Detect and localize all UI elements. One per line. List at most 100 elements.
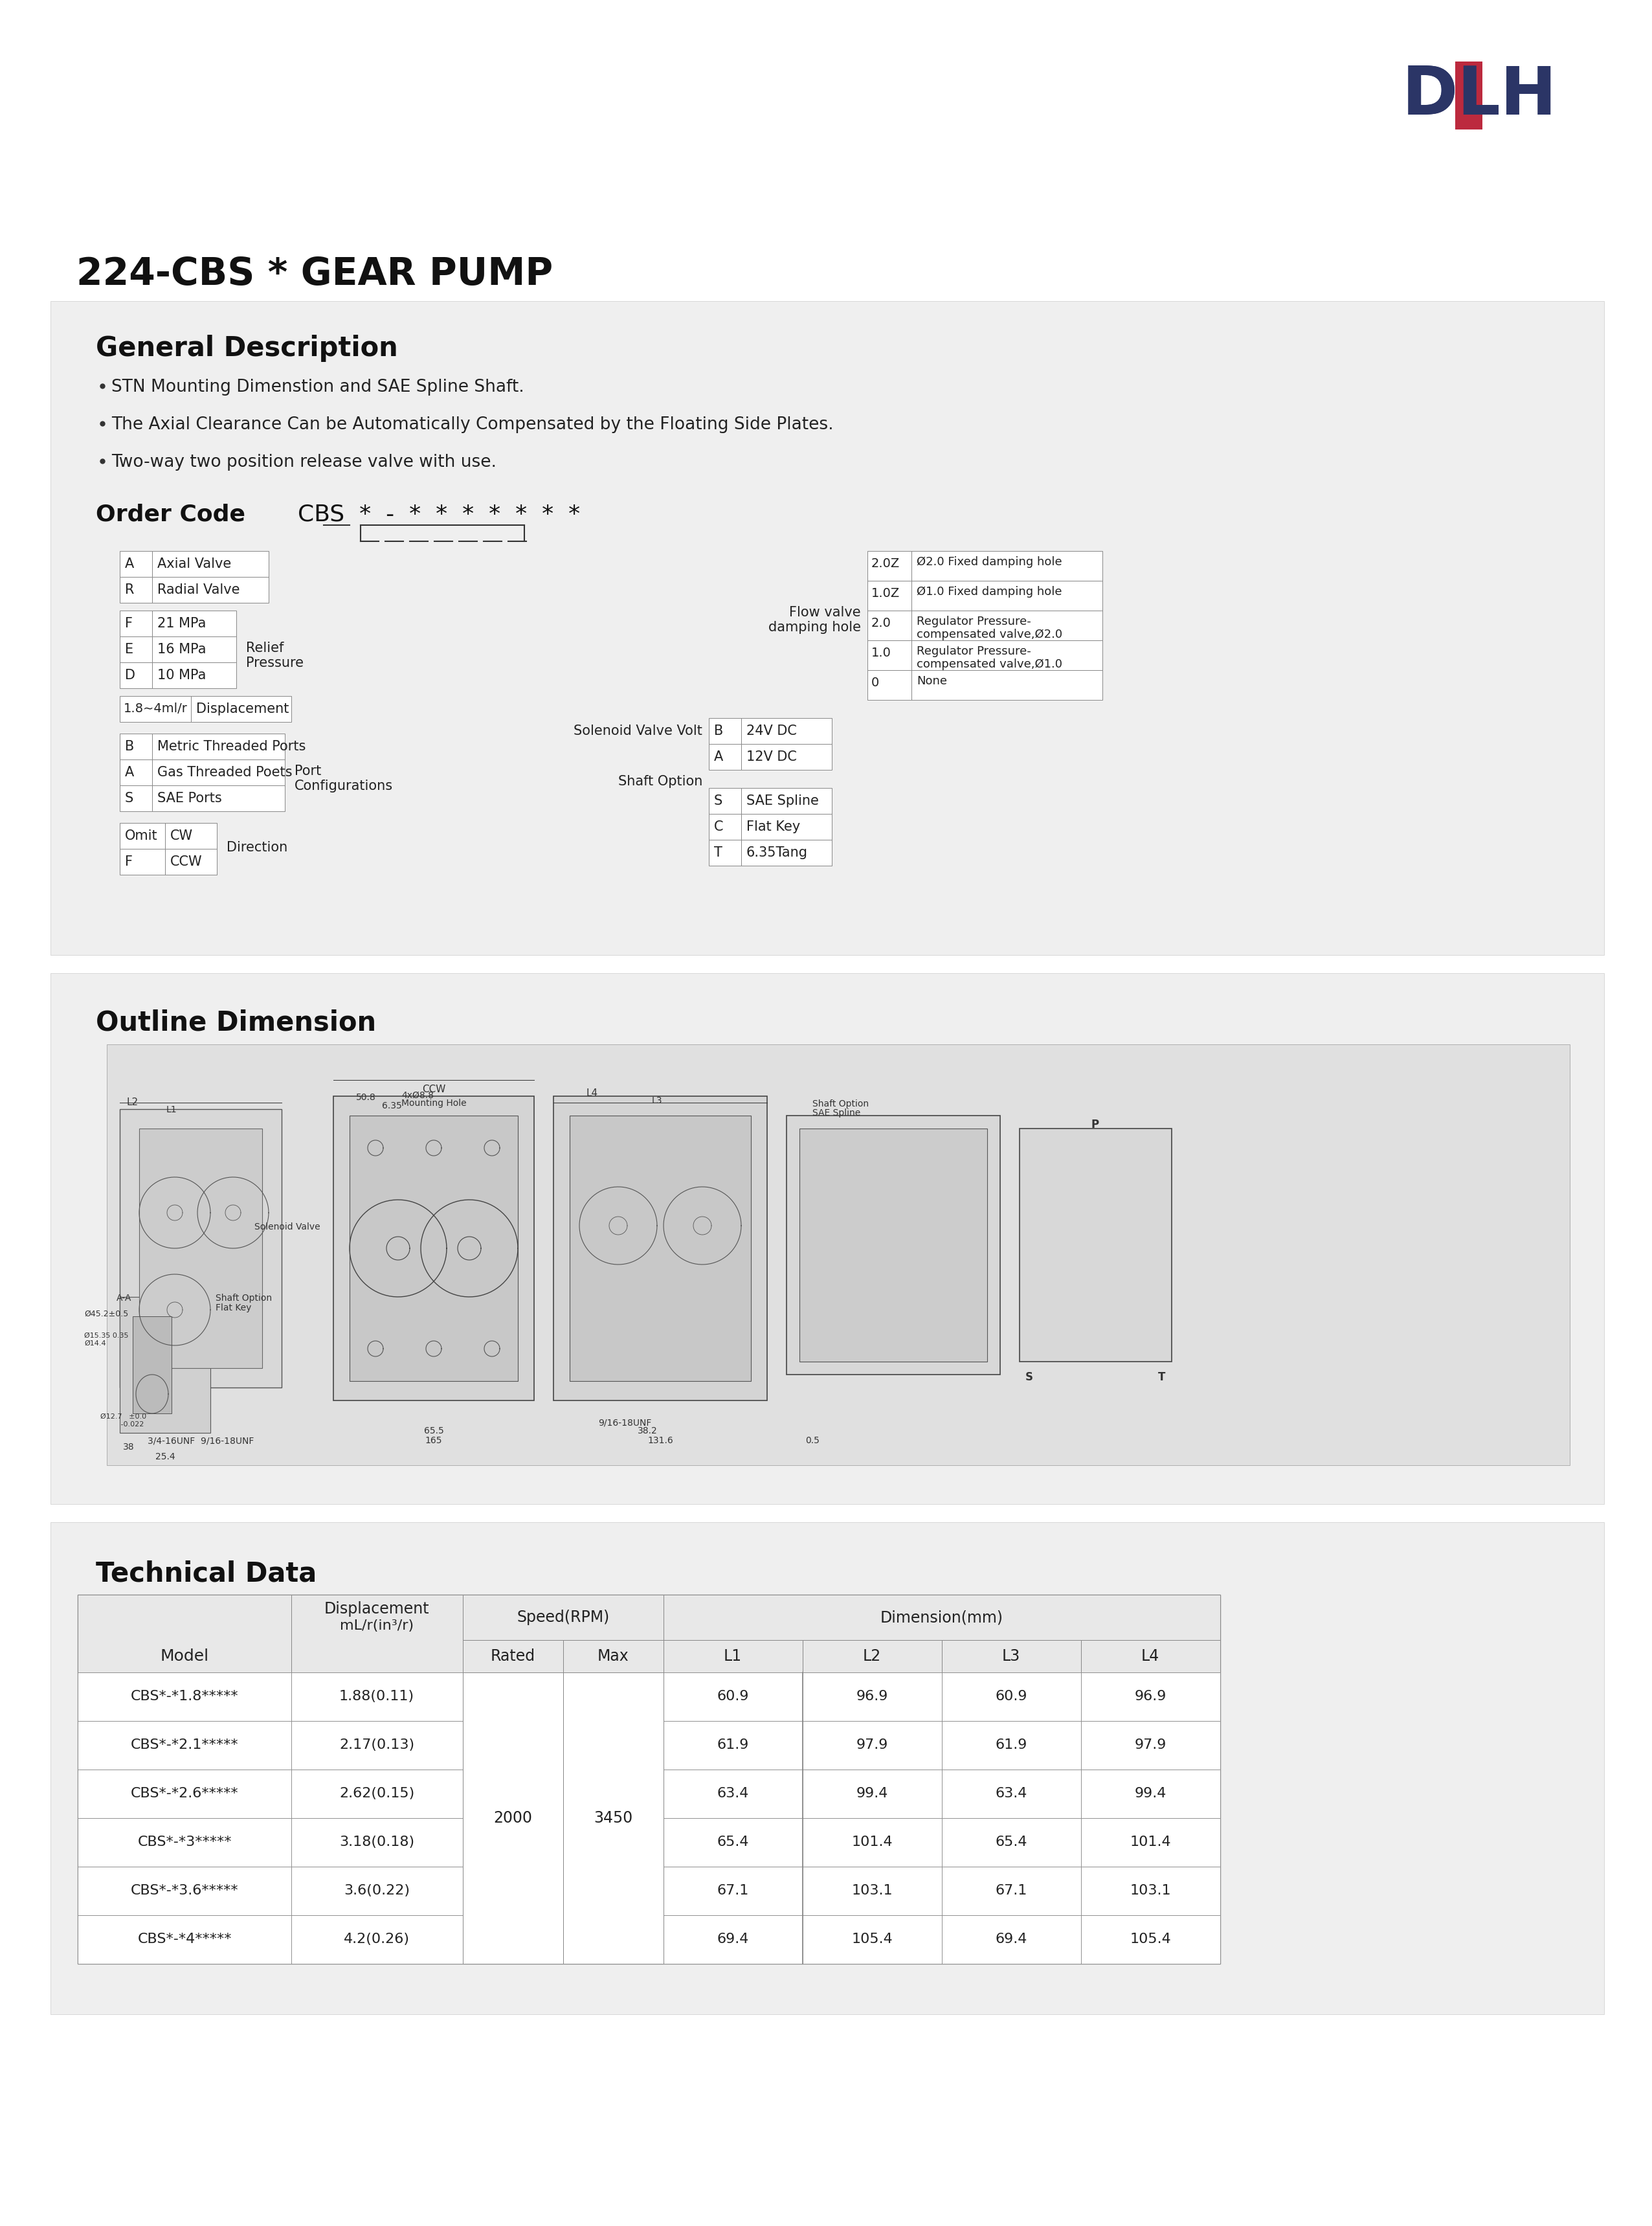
Text: 61.9: 61.9: [717, 1739, 748, 1752]
Bar: [119, 610, 152, 637]
Bar: [912, 552, 1102, 581]
Bar: [803, 1868, 942, 1914]
Bar: [119, 577, 152, 603]
Text: compensated valve,Ø1.0: compensated valve,Ø1.0: [917, 659, 1062, 670]
Text: DLH: DLH: [1401, 62, 1556, 129]
Bar: [867, 670, 912, 699]
Text: L2: L2: [862, 1649, 881, 1665]
Bar: [192, 697, 291, 721]
Text: F: F: [126, 617, 132, 630]
Bar: [664, 1819, 803, 1868]
Bar: [1455, 62, 1482, 129]
Text: 63.4: 63.4: [717, 1787, 748, 1801]
Bar: [152, 577, 269, 603]
Text: 38: 38: [122, 1442, 134, 1451]
Bar: [563, 1641, 664, 1672]
Bar: [803, 1641, 942, 1672]
Bar: [942, 1672, 1080, 1721]
Text: L4: L4: [586, 1089, 598, 1097]
Text: STN Mounting Dimenstion and SAE Spline Shaft.: STN Mounting Dimenstion and SAE Spline S…: [111, 378, 524, 396]
Text: Shaft Option: Shaft Option: [813, 1100, 869, 1109]
Bar: [912, 670, 1102, 699]
Text: Dimension(mm): Dimension(mm): [881, 1609, 1003, 1625]
Text: 1.8∼4ml/r: 1.8∼4ml/r: [124, 703, 188, 715]
Text: Flow valve
damping hole: Flow valve damping hole: [768, 605, 861, 634]
Text: 97.9: 97.9: [856, 1739, 887, 1752]
Text: 0: 0: [871, 677, 879, 688]
Text: Model: Model: [160, 1649, 208, 1665]
Text: 65.4: 65.4: [717, 1836, 748, 1848]
Bar: [78, 1868, 291, 1914]
Text: CBS*-*1.8*****: CBS*-*1.8*****: [131, 1690, 238, 1703]
Bar: [664, 1594, 1221, 1641]
Text: B: B: [126, 739, 134, 752]
Text: Solenoid Valve Volt: Solenoid Valve Volt: [573, 723, 702, 737]
Text: CBS*-*2.6*****: CBS*-*2.6*****: [131, 1787, 238, 1801]
Bar: [803, 1721, 942, 1770]
Bar: [1080, 1770, 1221, 1819]
Text: 61.9: 61.9: [995, 1739, 1028, 1752]
Text: CCW: CCW: [421, 1084, 446, 1095]
Text: compensated valve,Ø2.0: compensated valve,Ø2.0: [917, 628, 1062, 641]
Text: Shaft Option: Shaft Option: [215, 1293, 273, 1302]
Bar: [78, 1819, 291, 1868]
Text: A: A: [714, 750, 724, 764]
Text: 65.4: 65.4: [995, 1836, 1028, 1848]
Bar: [165, 848, 216, 875]
Bar: [78, 1914, 291, 1963]
Bar: [78, 1721, 291, 1770]
Text: Solenoid Valve: Solenoid Valve: [254, 1222, 320, 1231]
Text: L3: L3: [651, 1095, 662, 1106]
Text: 21 MPa: 21 MPa: [157, 617, 206, 630]
Bar: [942, 1721, 1080, 1770]
Bar: [664, 1914, 803, 1963]
Text: Port
Configurations: Port Configurations: [294, 766, 393, 792]
Text: Ø12.7   ±0.0
         -0.022: Ø12.7 ±0.0 -0.022: [101, 1414, 147, 1427]
Text: Regulator Pressure-: Regulator Pressure-: [917, 617, 1031, 628]
Bar: [291, 1819, 463, 1868]
Bar: [291, 1770, 463, 1819]
Bar: [1080, 1914, 1221, 1963]
Bar: [563, 1672, 664, 1963]
Text: 67.1: 67.1: [995, 1883, 1028, 1897]
Bar: [463, 1672, 563, 1963]
Text: Technical Data: Technical Data: [96, 1560, 317, 1587]
Text: Shaft Option: Shaft Option: [618, 775, 702, 788]
Text: Gas Threaded Poets: Gas Threaded Poets: [157, 766, 292, 779]
Bar: [742, 815, 833, 839]
Bar: [570, 1115, 752, 1380]
Text: Ø1.0 Fixed damping hole: Ø1.0 Fixed damping hole: [917, 585, 1062, 597]
Text: A-A: A-A: [117, 1293, 132, 1302]
Bar: [119, 848, 165, 875]
Text: 4xØ8.8: 4xØ8.8: [401, 1091, 434, 1100]
Text: Outline Dimension: Outline Dimension: [96, 1008, 377, 1035]
Bar: [291, 1594, 463, 1672]
Bar: [78, 1672, 291, 1721]
Text: 69.4: 69.4: [717, 1932, 748, 1946]
Text: Two-way two position release valve with use.: Two-way two position release valve with …: [111, 454, 497, 470]
Bar: [119, 637, 152, 663]
Bar: [334, 1095, 534, 1400]
Bar: [563, 1721, 664, 1770]
Text: 105.4: 105.4: [1130, 1932, 1171, 1946]
Text: L1: L1: [167, 1106, 177, 1115]
Text: mL/r(in³/r): mL/r(in³/r): [340, 1618, 413, 1632]
Text: 60.9: 60.9: [995, 1690, 1028, 1703]
Text: Flat Key: Flat Key: [747, 821, 800, 833]
Text: 2.0: 2.0: [871, 617, 892, 630]
Bar: [867, 641, 912, 670]
Text: 67.1: 67.1: [717, 1883, 748, 1897]
Text: Displacement: Displacement: [197, 703, 289, 715]
Text: 9/16-18UNF: 9/16-18UNF: [598, 1418, 651, 1427]
Text: 3450: 3450: [593, 1810, 633, 1825]
Text: E: E: [126, 643, 134, 657]
Text: T: T: [714, 846, 722, 859]
Bar: [912, 581, 1102, 610]
Text: 6.35: 6.35: [382, 1102, 401, 1111]
Bar: [463, 1770, 563, 1819]
Bar: [51, 301, 1604, 955]
Bar: [152, 759, 284, 786]
Bar: [942, 1868, 1080, 1914]
Bar: [803, 1819, 942, 1868]
Bar: [463, 1672, 563, 1721]
